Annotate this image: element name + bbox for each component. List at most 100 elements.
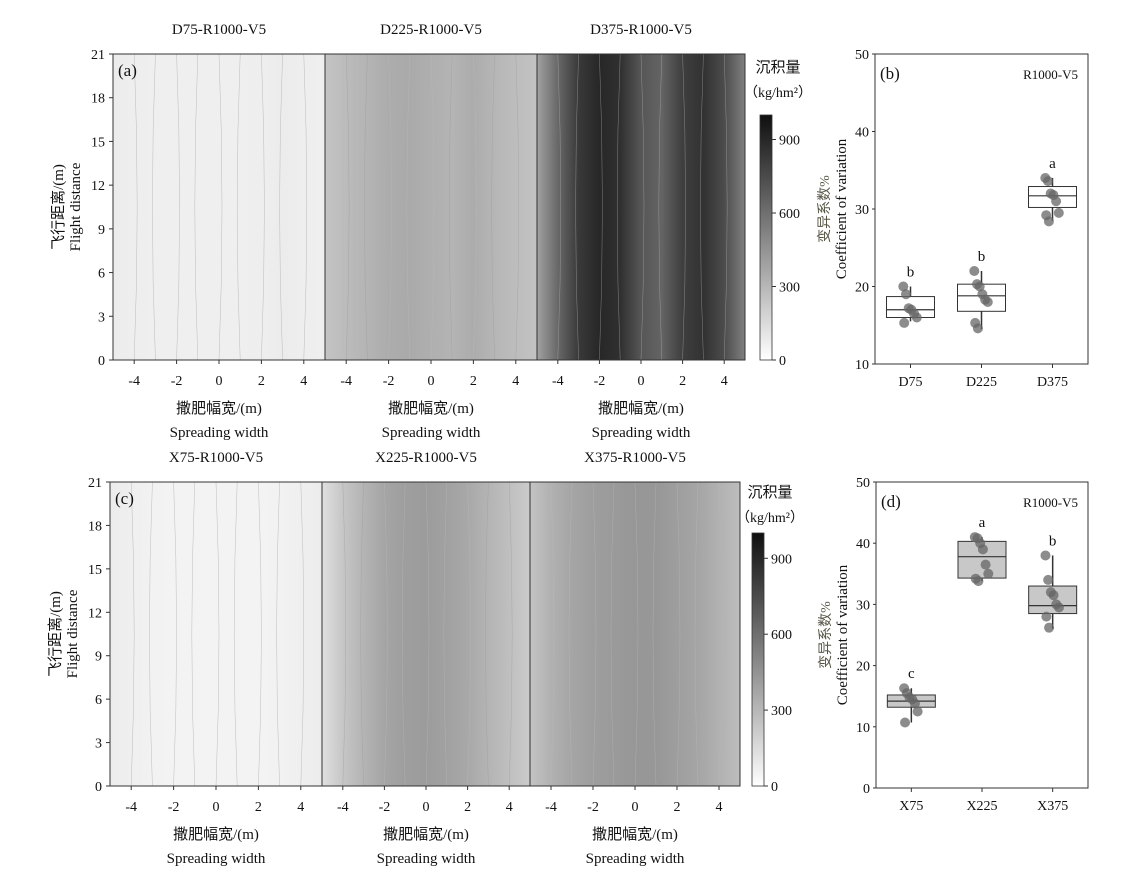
y-axis-label-cn: 变异系数% <box>818 601 834 669</box>
data-point <box>969 266 980 276</box>
data-point <box>1044 622 1055 633</box>
contour-line <box>233 481 238 787</box>
data-point <box>898 281 909 292</box>
y-tick-label: 40 <box>855 126 869 141</box>
x-tick-label: D75 <box>898 375 922 390</box>
colorbar <box>751 532 765 787</box>
x-tick-label: 2 <box>674 800 681 815</box>
contour-line <box>448 53 453 361</box>
contour-line <box>258 481 262 787</box>
panel-title: D225-R1000-V5 <box>380 22 482 38</box>
data-point <box>977 544 988 555</box>
y-axis-label: Coefficient of variation <box>834 138 850 279</box>
contour-line <box>236 53 241 361</box>
contour-line <box>485 481 489 787</box>
y-tick-label: 9 <box>95 650 102 665</box>
y-axis-label-cn: 飞行距离/(m) <box>47 591 64 677</box>
heatmap-panel <box>322 482 530 786</box>
contour-line <box>550 481 555 787</box>
contour-line <box>149 481 153 787</box>
contour-line <box>360 481 364 787</box>
data-point <box>982 297 993 307</box>
contour-line <box>508 481 513 787</box>
x-tick-label: X375 <box>1037 799 1068 814</box>
y-tick-label: 21 <box>91 48 105 63</box>
panel-title: D375-R1000-V5 <box>590 22 692 38</box>
x-tick-label: -2 <box>594 374 606 389</box>
x-tick-label: -2 <box>379 800 391 815</box>
data-point <box>909 698 920 709</box>
y-tick-label: 0 <box>98 354 105 369</box>
significance-letter: b <box>1049 533 1057 549</box>
data-point <box>1051 196 1062 207</box>
x-tick-label: 0 <box>423 800 430 815</box>
y-tick-label: 30 <box>856 598 870 613</box>
contour-line <box>300 481 305 787</box>
data-point <box>912 706 923 717</box>
contour-line <box>700 53 704 361</box>
y-tick-label: 12 <box>91 179 105 194</box>
y-tick-label: 9 <box>98 223 105 238</box>
x-tick-label: X75 <box>899 799 923 814</box>
contour-line <box>599 53 603 361</box>
contour-line <box>194 53 199 361</box>
contour-line <box>276 481 280 787</box>
data-point <box>899 317 910 328</box>
x-axis-label: Spreading width <box>167 851 266 867</box>
contour-line <box>173 481 177 787</box>
x-axis-label-cn: 撒肥幅宽/(m) <box>388 400 474 417</box>
panel-label: (c) <box>115 489 134 508</box>
colorbar-tick-label: 900 <box>771 552 792 567</box>
x-axis-label: Spreading width <box>377 851 476 867</box>
data-point <box>1043 176 1053 187</box>
x-axis-label: Spreading width <box>170 425 269 441</box>
panel-label: (b) <box>880 64 900 83</box>
contour-line <box>473 53 477 361</box>
x-tick-label: 0 <box>632 800 639 815</box>
x-axis-label-cn: 撒肥幅宽/(m) <box>176 400 262 417</box>
x-tick-label: -2 <box>171 374 183 389</box>
x-tick-label: -2 <box>168 800 180 815</box>
heatmap-panel <box>537 54 745 360</box>
y-axis-label-cn: 飞行距离/(m) <box>50 164 67 250</box>
y-tick-label: 10 <box>856 721 870 736</box>
y-axis-label: Flight distance <box>68 162 84 251</box>
panel-title: X225-R1000-V5 <box>375 450 477 466</box>
annotation: R1000-V5 <box>1023 67 1078 82</box>
data-point <box>973 576 984 587</box>
x-tick-label: -4 <box>340 374 352 389</box>
x-tick-label: X225 <box>966 799 997 814</box>
x-tick-label: 2 <box>464 800 471 815</box>
x-tick-label: D225 <box>966 375 997 390</box>
x-tick-label: 0 <box>638 374 645 389</box>
contour-line <box>592 481 597 787</box>
x-tick-label: 4 <box>297 800 304 815</box>
x-tick-label: -4 <box>545 800 557 815</box>
panel-title: X375-R1000-V5 <box>584 450 686 466</box>
x-tick-label: -4 <box>128 374 140 389</box>
contour-line <box>215 481 220 787</box>
contour-line <box>261 53 265 361</box>
contour-line <box>610 481 615 787</box>
contour-line <box>723 53 728 361</box>
significance-letter: c <box>908 666 915 682</box>
significance-letter: b <box>978 249 986 265</box>
x-tick-label: 0 <box>216 374 223 389</box>
data-point <box>1043 574 1054 585</box>
y-axis-label: Coefficient of variation <box>835 564 851 705</box>
data-point <box>974 281 985 292</box>
heatmap-panel <box>110 482 322 786</box>
x-axis-label: Spreading width <box>586 851 685 867</box>
contour-line <box>218 53 223 361</box>
contour-line <box>491 53 495 361</box>
contour-line <box>658 53 663 361</box>
colorbar-tick-label: 0 <box>771 780 778 795</box>
x-axis-label: Spreading width <box>382 425 481 441</box>
contour-line <box>342 481 347 787</box>
y-tick-label: 21 <box>88 476 102 491</box>
x-tick-label: 2 <box>258 374 265 389</box>
contour-line <box>425 481 430 787</box>
colorbar-tick-label: 0 <box>779 354 786 369</box>
contour-line <box>430 53 435 361</box>
